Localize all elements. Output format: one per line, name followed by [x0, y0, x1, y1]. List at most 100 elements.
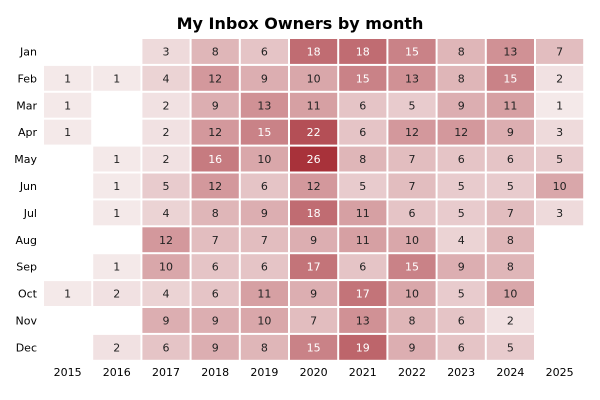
cell-value-label: 11 — [356, 207, 370, 220]
heatmap-cell — [142, 39, 190, 64]
x-tick-label: 2020 — [300, 366, 328, 379]
cell-value-label: 4 — [163, 72, 170, 85]
x-axis-tick-labels: 2015 2016 2017 2018 2019 2020 2021 2022 2023 2024… — [54, 366, 574, 379]
cell-value-label: 11 — [307, 99, 321, 112]
heatmap-cell — [44, 119, 92, 145]
heatmap-cell — [486, 227, 534, 253]
heatmap-cell — [437, 173, 485, 199]
cell-value-label: 11 — [356, 234, 370, 247]
heatmap-cell — [339, 281, 387, 306]
heatmap-cell — [339, 65, 387, 91]
x-tick-label: 2017 — [152, 366, 180, 379]
heatmap-cell — [486, 308, 534, 333]
cell-value-label: 12 — [208, 180, 222, 193]
heatmap-cell — [191, 254, 239, 280]
cell-value-label: 8 — [261, 341, 268, 354]
x-tick-label: 2015 — [54, 366, 82, 379]
heatmap-cell — [240, 65, 288, 91]
heatmap-cell — [339, 200, 387, 226]
heatmap-cell — [486, 146, 534, 172]
heatmap-cell — [93, 173, 141, 199]
cell-value-label: 11 — [257, 288, 271, 301]
cell-value-label: 1 — [113, 72, 120, 85]
heatmap-cell — [240, 39, 288, 64]
x-tick-label: 2016 — [103, 366, 131, 379]
heatmap-cell — [290, 334, 338, 360]
cell-value-label: 4 — [163, 207, 170, 220]
cell-value-label: 3 — [556, 207, 563, 220]
cell-value-label: 6 — [163, 341, 170, 354]
heatmap-cell — [191, 65, 239, 91]
cell-value-label: 3 — [163, 45, 170, 58]
heatmap-cell — [93, 200, 141, 226]
heatmap-cell — [536, 92, 584, 118]
cell-value-label: 12 — [159, 234, 173, 247]
cell-value-label: 5 — [359, 180, 366, 193]
cell-value-label: 5 — [163, 180, 170, 193]
cell-value-label: 9 — [261, 72, 268, 85]
heatmap-cell — [240, 173, 288, 199]
heatmap-cell — [44, 281, 92, 306]
cell-value-label: 12 — [307, 180, 321, 193]
heatmap-cell — [142, 254, 190, 280]
heatmap-cell — [536, 65, 584, 91]
cell-value-label: 13 — [257, 99, 271, 112]
cell-value-label: 12 — [208, 72, 222, 85]
y-tick-label: Aug — [16, 234, 37, 247]
heatmap-cells: 3 8 6 18 18 15 8 13 71 1 4 12 9 10 15 13 8 15 21 2 9 13 11 6 5 9 1… — [44, 39, 584, 360]
cell-value-label: 15 — [257, 126, 271, 139]
cell-value-label: 12 — [454, 126, 468, 139]
cell-value-label: 2 — [163, 99, 170, 112]
cell-value-label: 6 — [458, 341, 465, 354]
heatmap-cell — [536, 173, 584, 199]
heatmap-cell — [339, 308, 387, 333]
cell-value-label: 4 — [163, 288, 170, 301]
cell-value-label: 10 — [405, 234, 419, 247]
cell-value-label: 6 — [507, 153, 514, 166]
cell-value-label: 10 — [553, 180, 567, 193]
cell-value-label: 7 — [310, 314, 317, 327]
cell-value-label: 1 — [64, 288, 71, 301]
heatmap-cell — [240, 334, 288, 360]
x-tick-label: 2024 — [496, 366, 524, 379]
cell-value-label: 9 — [458, 99, 465, 112]
y-tick-label: Jul — [23, 207, 37, 220]
heatmap-cell — [486, 200, 534, 226]
cell-value-label: 2 — [556, 72, 563, 85]
cell-value-label: 6 — [359, 126, 366, 139]
heatmap-cell — [339, 146, 387, 172]
heatmap-cell — [290, 173, 338, 199]
heatmap-cell — [536, 119, 584, 145]
cell-value-label: 8 — [507, 261, 514, 274]
heatmap-cell — [536, 200, 584, 226]
heatmap-cell — [240, 227, 288, 253]
cell-value-label: 18 — [356, 45, 370, 58]
y-axis-tick-labels: Jan Feb Mar Apr May Jun Jul Aug Sep Oct Nov Dec — [14, 45, 37, 354]
cell-value-label: 1 — [64, 126, 71, 139]
heatmap-cell — [339, 39, 387, 64]
heatmap-cell — [290, 65, 338, 91]
heatmap-cell — [486, 173, 534, 199]
cell-value-label: 11 — [503, 99, 517, 112]
heatmap-cell — [437, 227, 485, 253]
heatmap-cell — [388, 173, 436, 199]
heatmap-cell — [339, 334, 387, 360]
cell-value-label: 9 — [261, 207, 268, 220]
cell-value-label: 8 — [458, 45, 465, 58]
heatmap-cell — [142, 200, 190, 226]
cell-value-label: 9 — [507, 126, 514, 139]
y-tick-label: Jun — [19, 180, 37, 193]
cell-value-label: 7 — [261, 234, 268, 247]
cell-value-label: 8 — [507, 234, 514, 247]
heatmap-cell — [191, 281, 239, 306]
heatmap-cell — [142, 119, 190, 145]
heatmap-cell — [486, 92, 534, 118]
heatmap-cell — [437, 119, 485, 145]
heatmap-cell — [44, 65, 92, 91]
y-tick-label: Nov — [16, 314, 38, 327]
cell-value-label: 5 — [556, 153, 563, 166]
cell-value-label: 7 — [409, 153, 416, 166]
cell-value-label: 6 — [359, 261, 366, 274]
cell-value-label: 1 — [64, 99, 71, 112]
